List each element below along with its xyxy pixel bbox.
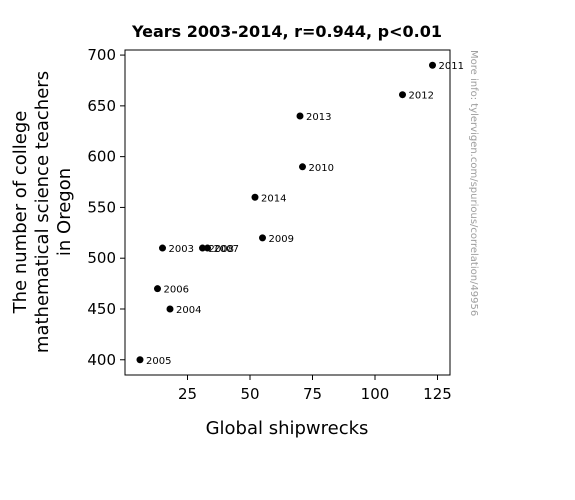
x-tick-label: 25: [178, 385, 197, 403]
data-point-label: 2007: [214, 244, 239, 255]
data-point-label: 2014: [261, 193, 286, 204]
data-point: [154, 285, 161, 293]
data-point: [159, 244, 166, 252]
data-point-label: 2013: [306, 112, 331, 123]
data-point: [259, 234, 266, 242]
data-point-label: 2012: [409, 91, 434, 102]
chart-title: Years 2003-2014, r=0.944, p<0.01: [131, 22, 442, 41]
y-axis-label-line-1: The number of college: [10, 111, 31, 315]
x-tick-label: 50: [240, 385, 259, 403]
data-point: [166, 305, 174, 313]
y-tick-label: 600: [87, 148, 116, 166]
data-point-label: 2009: [269, 234, 294, 245]
data-point-label: 2005: [146, 356, 171, 367]
y-axis-label-line-2: mathematical science teachers: [32, 71, 53, 353]
data-point-label: 2010: [309, 163, 334, 174]
data-point: [429, 61, 436, 69]
data-point-label: 2003: [169, 244, 194, 255]
plot-frame: [124, 49, 451, 376]
x-tick-label: 100: [361, 385, 390, 403]
data-point: [296, 112, 304, 120]
y-axis: 400 450 500 550 600 650 700: [87, 46, 125, 369]
data-point: [251, 193, 259, 201]
x-axis: 25 50 75 100 125: [178, 375, 452, 403]
x-tick-label: 125: [423, 385, 452, 403]
x-tick-label: 75: [303, 385, 322, 403]
data-point-label: 2004: [176, 305, 201, 316]
y-tick-label: 450: [87, 300, 116, 318]
y-axis-label: The number of college mathematical scien…: [10, 71, 75, 353]
y-tick-label: 400: [87, 351, 116, 369]
y-tick-label: 550: [87, 198, 116, 216]
y-tick-label: 500: [87, 249, 116, 267]
data-point-label: 2006: [164, 285, 189, 296]
y-tick-label: 700: [87, 46, 116, 64]
x-axis-label: Global shipwrecks: [206, 418, 369, 439]
watermark-text: More info: tylervigen.com/spurious/corre…: [468, 50, 479, 316]
y-axis-label-line-3: in Oregon: [54, 168, 75, 256]
data-point-label: 2011: [439, 61, 464, 72]
y-tick-label: 650: [87, 97, 116, 115]
data-point: [399, 91, 406, 99]
data-point: [204, 244, 211, 252]
data-point-label: 2008: [209, 244, 234, 255]
data-point: [199, 244, 206, 252]
data-point: [299, 163, 306, 171]
data-point: [136, 356, 144, 364]
